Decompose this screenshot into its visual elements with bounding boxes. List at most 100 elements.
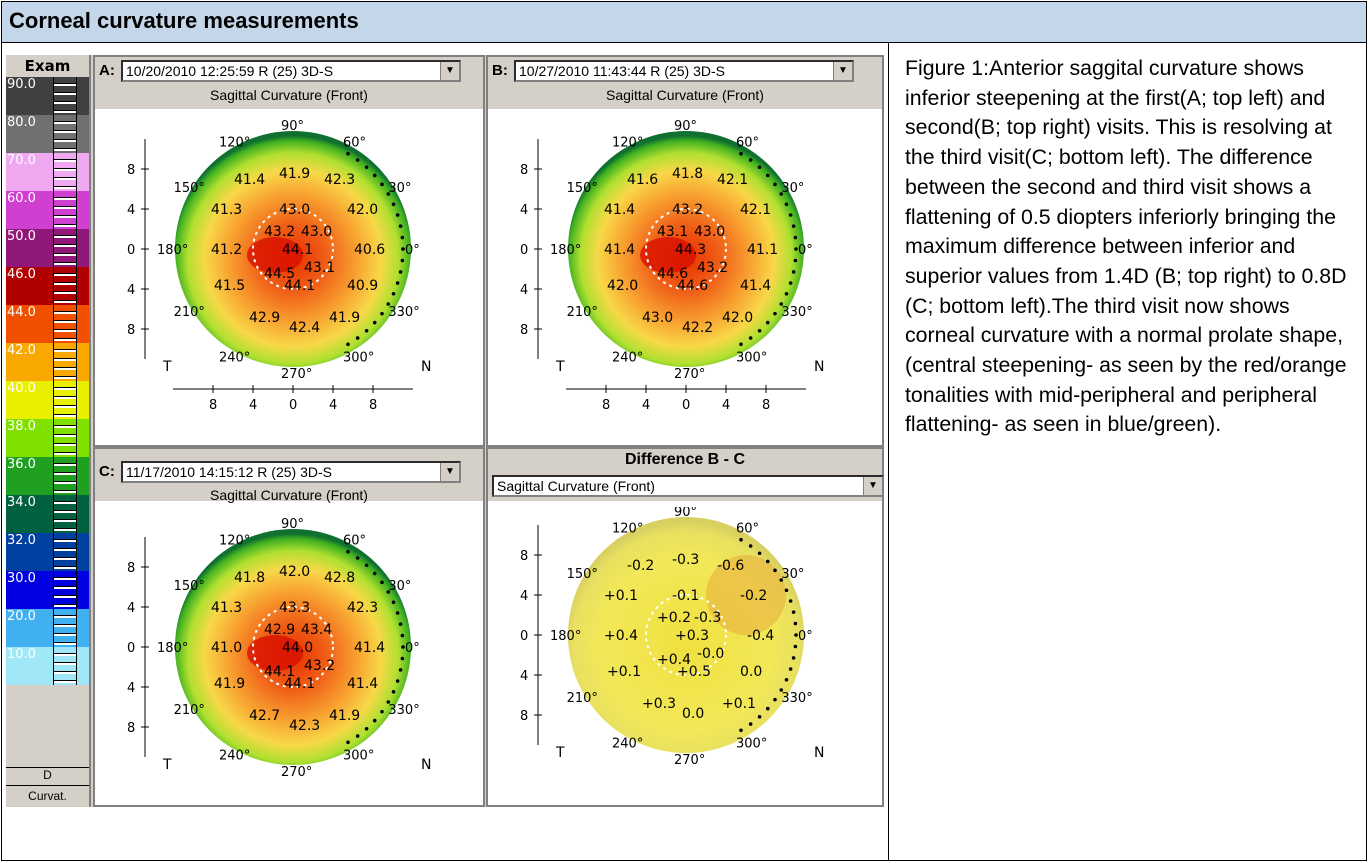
scale-ticks <box>53 267 77 305</box>
exam-select-a-value: 10/20/2010 12:25:59 R (25) 3D-S <box>126 63 334 79</box>
y-tick-label: 0 <box>127 641 135 656</box>
edge-dot <box>765 320 770 325</box>
edge-dot <box>757 165 762 170</box>
edge-dot <box>380 182 384 187</box>
curvature-value: -0.2 <box>740 588 767 604</box>
edge-dot <box>355 336 360 340</box>
scale-ticks <box>53 647 77 685</box>
exam-select-a[interactable]: 10/20/2010 12:25:59 R (25) 3D-S ▼ <box>121 60 461 82</box>
exam-select-c[interactable]: 11/17/2010 14:15:12 R (25) 3D-S ▼ <box>121 461 461 483</box>
angle-label: 120° <box>219 534 250 549</box>
scale-level: 36.0 <box>6 457 89 495</box>
edge-dot <box>748 544 753 548</box>
edge-dot <box>391 689 396 694</box>
edge-dot <box>355 158 360 162</box>
pupil-outline <box>645 208 727 290</box>
scale-level: 10.0 <box>6 647 89 685</box>
x-tick-label: 4 <box>722 398 730 413</box>
scale-ticks <box>53 381 77 419</box>
edge-dot <box>739 537 743 542</box>
x-tick-label: 8 <box>209 398 217 413</box>
edge-dot <box>355 734 360 738</box>
chevron-down-icon[interactable]: ▼ <box>440 463 459 481</box>
y-tick-label: 4 <box>520 283 528 298</box>
panel-c-subtitle: Sagittal Curvature (Front) <box>210 487 368 503</box>
chevron-down-icon[interactable]: ▼ <box>863 477 882 495</box>
curvature-value: 44.6 <box>657 266 688 282</box>
chevron-down-icon[interactable]: ▼ <box>440 62 459 80</box>
map-type-select[interactable]: Sagittal Curvature (Front) ▼ <box>492 475 884 497</box>
scale-level: 50.0 <box>6 229 89 267</box>
nasal-label: N <box>814 359 824 375</box>
curvature-value: 41.3 <box>211 202 242 218</box>
map-type-select-value: Sagittal Curvature (Front) <box>497 478 655 494</box>
edge-dot <box>739 151 743 156</box>
curvature-value: 42.0 <box>347 202 378 218</box>
exam-select-c-value: 11/17/2010 14:15:12 R (25) 3D-S <box>126 464 332 480</box>
curvature-value: +0.1 <box>722 696 756 712</box>
steep-zone <box>247 635 303 671</box>
curvature-value: 43.3 <box>279 600 310 616</box>
scale-level-label: 40.0 <box>7 381 36 396</box>
nasal-label: N <box>421 757 431 773</box>
curvature-value: -0.1 <box>672 588 699 604</box>
scale-ticks <box>53 305 77 343</box>
nasal-label: N <box>814 745 824 761</box>
curvature-value: 42.0 <box>607 278 638 294</box>
angle-label: 210° <box>174 703 205 718</box>
curvature-value: 41.4 <box>234 172 265 188</box>
chevron-down-icon[interactable]: ▼ <box>833 62 852 80</box>
y-tick-label: 0 <box>520 243 528 258</box>
curvature-value: 43.2 <box>672 202 703 218</box>
curvature-value: -0.0 <box>697 646 724 662</box>
scale-ticks <box>53 495 77 533</box>
curvature-value: 41.9 <box>329 708 360 724</box>
curvature-value: 43.2 <box>697 260 728 276</box>
x-tick-label: 8 <box>762 398 770 413</box>
angle-label: 210° <box>567 691 598 706</box>
x-tick-label: 0 <box>289 398 297 413</box>
figure-caption: Figure 1:Anterior saggital curvature sho… <box>905 56 1347 437</box>
scale-ticks <box>53 191 77 229</box>
angle-label: 240° <box>219 748 250 763</box>
angle-label: 90° <box>281 119 304 134</box>
pupil-outline <box>252 208 334 290</box>
scale-unit: D <box>6 767 89 786</box>
panel-a-subtitle: Sagittal Curvature (Front) <box>210 87 368 103</box>
exam-select-b[interactable]: 10/27/2010 11:43:44 R (25) 3D-S ▼ <box>514 60 854 82</box>
scale-level-label: 80.0 <box>7 115 36 130</box>
curvature-value: 41.1 <box>747 242 778 258</box>
edge-dot <box>395 679 400 683</box>
curvature-value: +0.3 <box>675 628 709 644</box>
section-title: Corneal curvature measurements <box>1 1 1367 43</box>
angle-label: 90° <box>674 119 697 134</box>
curvature-value: 44.1 <box>264 664 295 680</box>
angle-label: 330° <box>781 691 812 706</box>
x-tick-label: 4 <box>642 398 650 413</box>
edge-dot <box>794 247 798 251</box>
edge-dot <box>748 158 753 162</box>
y-tick-label: 8 <box>127 323 135 338</box>
scale-level-label: 32.0 <box>7 533 36 548</box>
y-tick-label: 8 <box>127 163 135 178</box>
curvature-value: 43.0 <box>279 202 310 218</box>
edge-dot <box>398 622 403 626</box>
curvature-map-c: 8 4 0 4 8 90° 60° 30° 0° 330° 300° 270° 240° 210° 180°… <box>127 517 431 780</box>
edge-dot <box>791 656 796 660</box>
angle-label: 300° <box>736 736 767 751</box>
pupil-outline <box>645 594 727 676</box>
y-tick-label: 0 <box>520 629 528 644</box>
scale-level: 44.0 <box>6 305 89 343</box>
edge-dot <box>779 578 784 582</box>
curvature-value: 41.0 <box>211 640 242 656</box>
angle-label: 180° <box>550 629 581 644</box>
edge-dot <box>401 645 405 649</box>
angle-label: 270° <box>281 367 312 382</box>
edge-dot <box>748 336 753 340</box>
angle-label: 60° <box>343 534 366 549</box>
edge-dot <box>346 151 350 156</box>
edge-dot <box>380 580 384 585</box>
scale-level-label: 38.0 <box>7 419 36 434</box>
edge-dot <box>364 328 369 333</box>
curvature-map-a: 8 4 0 4 8 90° 60° 30° 0° 330° 300° 270° 240° 210° 180°… <box>127 119 431 413</box>
